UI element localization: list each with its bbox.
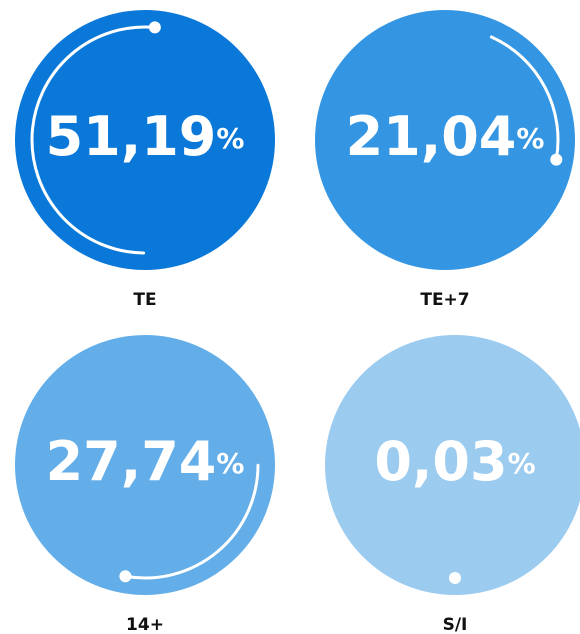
value-number: 21,04 (346, 105, 517, 168)
value-number: 0,03 (374, 430, 507, 493)
arc-dot (148, 21, 161, 34)
value-label: 51,19% (46, 105, 245, 168)
category-label: S/I (443, 615, 468, 634)
value-number: 51,19 (46, 105, 217, 168)
category-label: TE+7 (420, 290, 469, 310)
arc-dot (449, 572, 461, 584)
value-unit: % (216, 447, 244, 480)
progress-arc (30, 25, 157, 255)
value-label: 27,74% (46, 430, 245, 493)
disc (15, 10, 275, 270)
disc (325, 335, 580, 595)
value-unit: % (508, 447, 536, 480)
disc (315, 10, 575, 270)
value-unit: % (516, 122, 544, 155)
value-number: 27,74 (46, 430, 217, 493)
value-label: 0,03% (374, 430, 535, 493)
category-label: TE (133, 290, 156, 310)
arc-dot (550, 153, 563, 166)
category-label: 14+ (126, 615, 164, 634)
progress-arc (123, 463, 260, 580)
value-unit: % (216, 122, 244, 155)
arc-dot (119, 570, 132, 583)
disc (15, 335, 275, 595)
progress-arc (489, 35, 560, 162)
value-label: 21,04% (346, 105, 545, 168)
